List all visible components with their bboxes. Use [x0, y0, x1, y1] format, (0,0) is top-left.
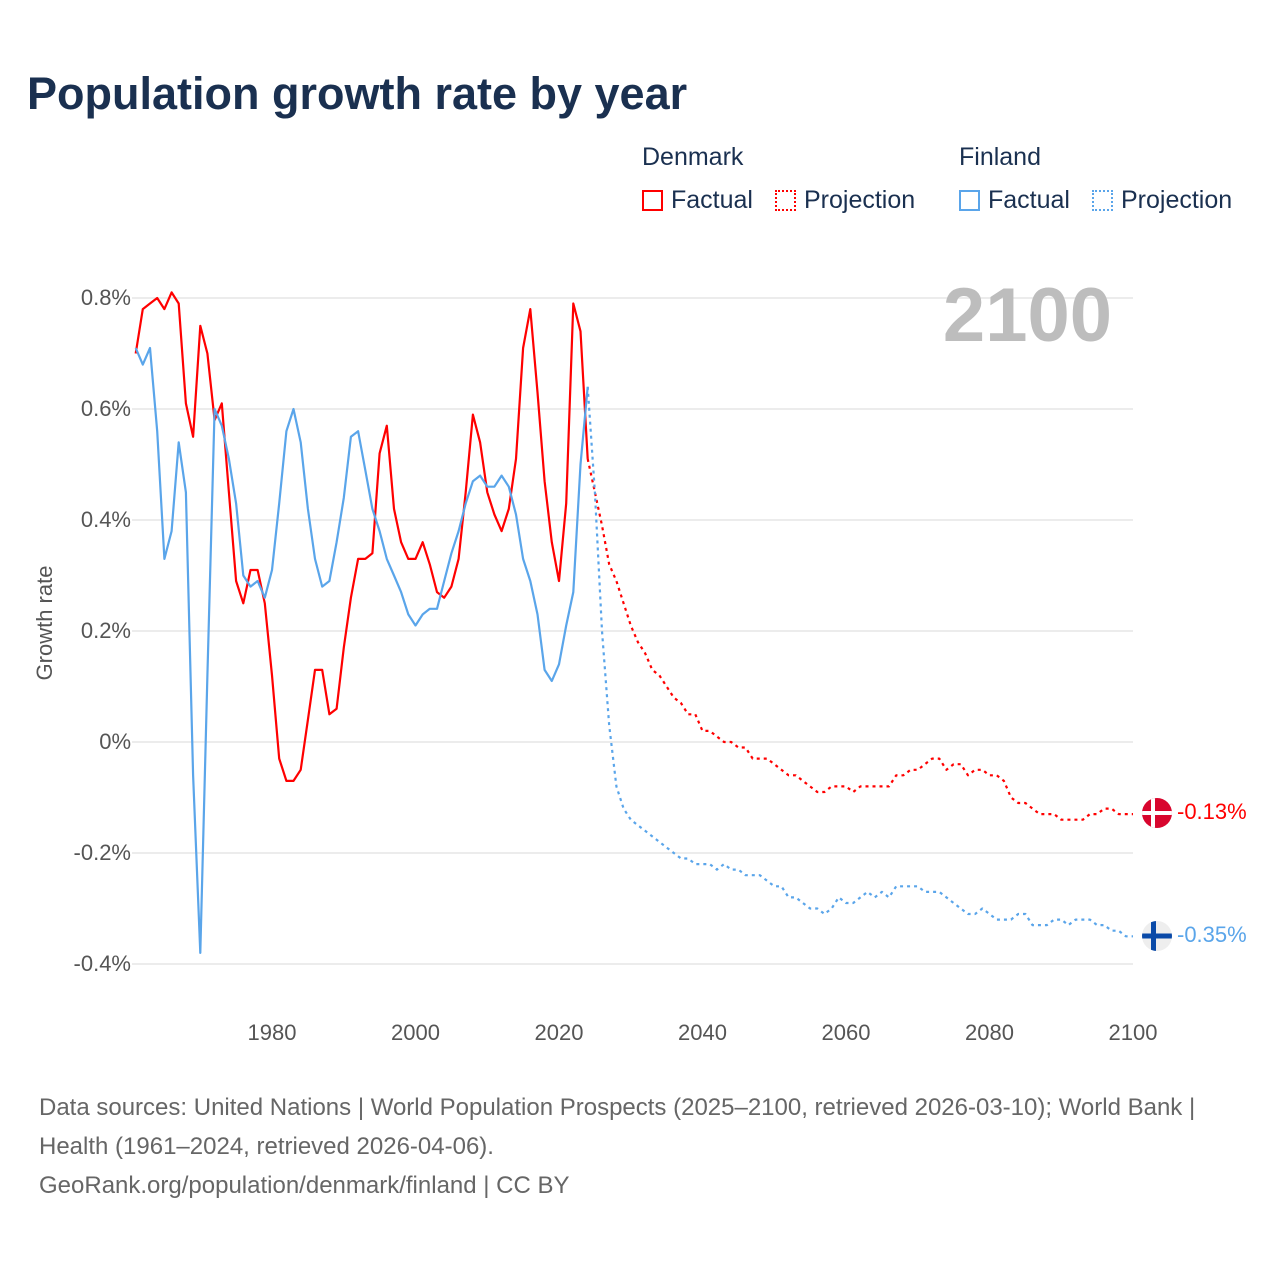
footer: Data sources: United Nations | World Pop…: [39, 1088, 1239, 1205]
legend-label: Factual: [988, 186, 1070, 214]
finland-end-value: -0.35%: [1177, 922, 1247, 947]
legend-swatch: [959, 190, 980, 211]
y-tick-label: -0.2%: [73, 840, 131, 865]
legend-denmark-factual[interactable]: Factual: [642, 186, 753, 215]
x-tick-label: 2000: [391, 1020, 440, 1045]
y-tick-label: 0.8%: [80, 285, 131, 310]
credit-link[interactable]: GeoRank.org/population/denmark/finland |…: [39, 1172, 570, 1199]
x-tick-label: 2060: [821, 1020, 871, 1045]
legend-swatch: [642, 190, 663, 211]
y-tick-label: 0.6%: [80, 396, 131, 421]
legend-group-denmark: Denmark: [642, 143, 744, 171]
y-tick-label: 0.4%: [80, 507, 131, 532]
series-line-finland-projection: [586, 386, 1133, 938]
series-line-denmark-projection: [586, 458, 1133, 821]
legend-label: Projection: [1121, 186, 1233, 214]
legend-swatch: [1092, 190, 1113, 211]
denmark-flag-icon: [1142, 798, 1172, 828]
chart-title: Population growth rate by year: [27, 68, 688, 119]
x-tick-label: 1980: [247, 1020, 297, 1045]
y-tick-label: 0.2%: [80, 618, 131, 643]
y-tick-label: -0.4%: [73, 951, 131, 976]
x-tick-label: 2100: [1108, 1020, 1158, 1045]
data-sources: Data sources: United Nations | World Pop…: [39, 1094, 1196, 1160]
x-tick-label: 2020: [534, 1020, 584, 1045]
legend-label: Projection: [804, 186, 916, 214]
legend-group-finland: Finland: [959, 143, 1041, 171]
legend-finland-factual[interactable]: Factual: [959, 186, 1070, 215]
current-year-label: 2100: [942, 273, 1112, 358]
y-tick-label: 0%: [99, 729, 131, 754]
legend-denmark-projection[interactable]: Projection: [775, 186, 915, 215]
legend-swatch: [775, 190, 796, 211]
x-tick-label: 2040: [678, 1020, 727, 1045]
legend-finland-projection[interactable]: Projection: [1092, 186, 1232, 215]
denmark-end-value: -0.13%: [1177, 799, 1247, 824]
finland-flag-icon: [1142, 921, 1172, 951]
series-line-denmark-factual: [134, 291, 589, 783]
legend-label: Factual: [671, 186, 753, 214]
x-tick-label: 2080: [965, 1020, 1014, 1045]
series-line-finland-factual: [134, 346, 589, 955]
